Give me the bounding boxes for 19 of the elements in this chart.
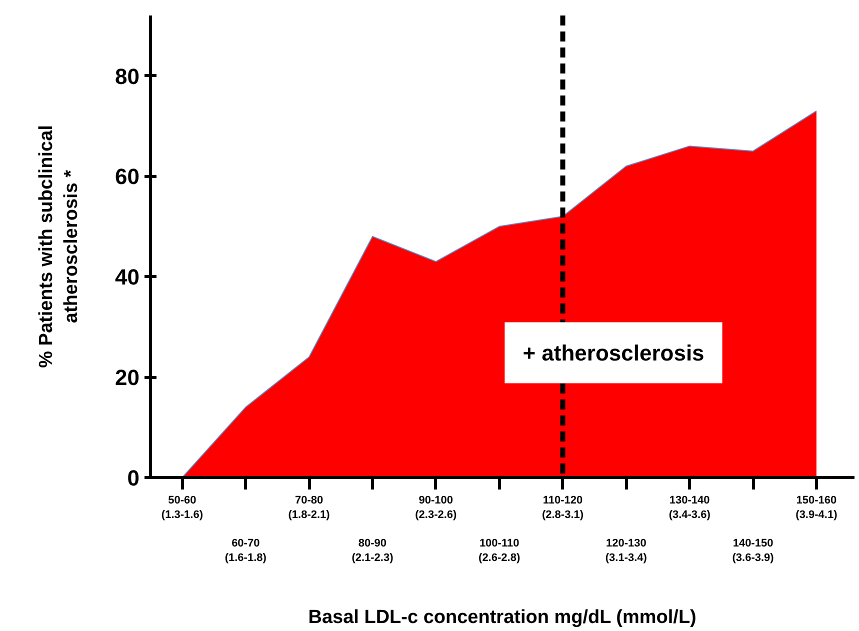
x-tick-label: 100-110 (2.6-2.8) bbox=[478, 538, 520, 564]
y-tick-label: 80 bbox=[115, 64, 140, 89]
x-tick-label: 60-70 (1.6-1.8) bbox=[224, 538, 267, 564]
y-tick-label: 40 bbox=[115, 264, 140, 290]
x-tick-label: 90-100 (2.3-2.6) bbox=[415, 494, 458, 521]
x-tick-label: 80-90 (2.1-2.3) bbox=[352, 538, 394, 564]
annotation: + atherosclerosis bbox=[522, 340, 704, 366]
x-tick-label: 120-130 (3.1-3.4) bbox=[605, 538, 648, 564]
x-tick-label: 150-160 (3.9-4.1) bbox=[796, 494, 838, 521]
x-tick-label: 110-120 (2.8-3.1) bbox=[542, 494, 584, 521]
x-tick-label: 140-150 (3.6-3.9) bbox=[732, 538, 774, 564]
y-tick-label: 20 bbox=[115, 365, 140, 390]
y-axis-title: % Patients with subclinical atherosclerosis * bbox=[36, 125, 82, 368]
x-tick-label: 50-60 (1.3-1.6) bbox=[161, 494, 204, 521]
y-tick-label: 60 bbox=[115, 164, 140, 190]
x-axis-title: Basal LDL-c concentration mg/dL (mmol/L) bbox=[308, 607, 696, 628]
x-tick-label: 130-140 (3.4-3.6) bbox=[668, 494, 711, 521]
y-tick-label: 0 bbox=[127, 466, 140, 490]
x-tick-label: 70-80 (1.8-2.1) bbox=[288, 494, 330, 521]
